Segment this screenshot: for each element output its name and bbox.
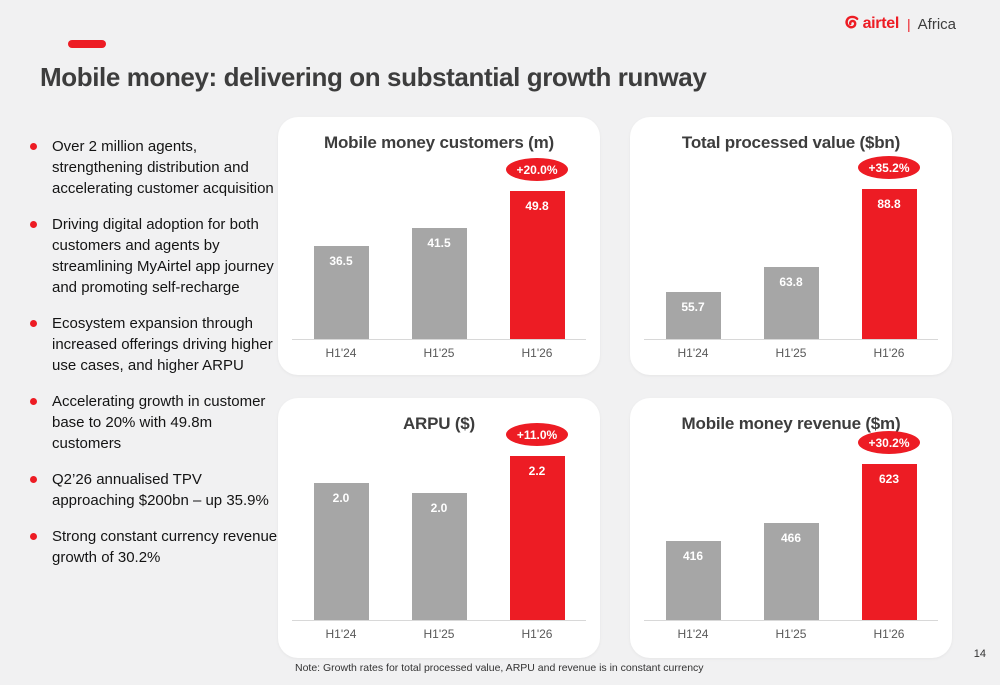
bullet-dot-icon (30, 143, 37, 150)
bar-slot: 2.2 +11.0% (488, 423, 586, 620)
chart-plot: 2.0 2.0 2.2 +11.0% (292, 398, 586, 621)
bullet-text: Q2’26 annualised TPV approaching $200bn … (52, 471, 269, 509)
bar-value-label: 49.8 (525, 199, 549, 213)
bar-value-label: 2.0 (332, 491, 350, 505)
logo-region-text: Africa (917, 15, 956, 33)
x-axis-tick-label: H1'25 (775, 627, 807, 641)
bullet-text: Ecosystem expansion through increased of… (52, 315, 273, 374)
bullet-item: Accelerating growth in customer base to … (28, 391, 280, 454)
growth-badge: +30.2% (858, 431, 920, 454)
x-axis-tick-label: H1'26 (873, 627, 905, 641)
page-title: Mobile money: delivering on substantial … (40, 62, 707, 92)
bar-H1'26: 49.8 (509, 191, 565, 339)
chart-title: Mobile money customers (m) (323, 133, 554, 152)
bullet-item: Ecosystem expansion through increased of… (28, 313, 280, 376)
chart-card-mobile-money-customers: Mobile money customers (m) 36.5 41.5 49.8 +… (278, 117, 600, 375)
airtel-africa-logo: airtel | Africa (844, 15, 956, 33)
page-number: 14 (973, 648, 986, 660)
x-axis-tick-label: H1'26 (873, 346, 905, 360)
bullet-dot-icon (30, 533, 37, 540)
bar-value-label: 88.8 (877, 197, 901, 211)
bullet-dot-icon (30, 476, 37, 483)
bar-H1'25: 466 (763, 523, 819, 620)
chart-card-total-processed-value: Total processed value ($bn) 55.7 63.8 88.8… (630, 117, 952, 375)
bar-value-label: 2.0 (430, 501, 448, 515)
bar-slot: 2.0 (292, 483, 390, 620)
bar-H1'26: 88.8 (861, 189, 917, 339)
chart-title: ARPU ($) (402, 414, 476, 433)
bullet-dot-icon (30, 221, 37, 228)
bar-H1'24: 2.0 (313, 483, 369, 620)
bar-value-label: 63.8 (779, 275, 803, 289)
growth-badge: +35.2% (858, 156, 920, 179)
x-axis-tick-label: H1'24 (677, 346, 709, 360)
bar-H1'25: 2.0 (411, 493, 467, 620)
bar-slot: 55.7 (644, 292, 742, 339)
x-axis-labels: H1'24 H1'25 H1'26 (292, 627, 586, 641)
chart-card-arpu: ARPU ($) 2.0 2.0 2.2 +11.0% H1'24 H1'25 H1'26 (278, 398, 600, 658)
bullet-text: Over 2 million agents, strengthening dis… (52, 138, 274, 197)
bullet-list: Over 2 million agents, strengthening dis… (28, 136, 280, 583)
x-axis-tick-label: H1'24 (677, 627, 709, 641)
bar-H1'24: 55.7 (665, 292, 721, 339)
bullet-dot-icon (30, 320, 37, 327)
chart-title: Mobile money revenue ($m) (681, 414, 901, 433)
x-axis-tick-label: H1'25 (423, 346, 455, 360)
bar-H1'26: 623 (861, 464, 917, 620)
x-axis-tick-label: H1'26 (521, 627, 553, 641)
bar-slot: 63.8 (742, 267, 840, 339)
x-axis-labels: H1'24 H1'25 H1'26 (644, 627, 938, 641)
bar-slot: 2.0 (390, 493, 488, 620)
x-axis-tick-label: H1'24 (325, 627, 357, 641)
bar-value-label: 466 (780, 531, 802, 545)
bar-value-label: 623 (878, 472, 900, 486)
bar-value-label: 2.2 (528, 464, 546, 478)
bullet-item: Strong constant currency revenue growth … (28, 526, 280, 568)
bar-slot: 416 (644, 541, 742, 620)
bullet-item: Q2’26 annualised TPV approaching $200bn … (28, 469, 280, 511)
bar-value-label: 41.5 (427, 236, 451, 250)
growth-badge: +11.0% (506, 423, 568, 446)
x-axis-tick-label: H1'25 (775, 346, 807, 360)
x-axis-tick-label: H1'25 (423, 627, 455, 641)
bar-slot: 36.5 (292, 246, 390, 339)
bar-H1'26: 2.2 (509, 456, 565, 620)
x-axis-tick-label: H1'26 (521, 346, 553, 360)
bar-value-label: 55.7 (681, 300, 705, 314)
bar-H1'25: 63.8 (763, 267, 819, 339)
chart-plot: 416 466 623 +30.2% (644, 398, 938, 621)
x-axis-labels: H1'24 H1'25 H1'26 (292, 346, 586, 360)
bar-value-label: 416 (682, 549, 704, 563)
bullet-text: Accelerating growth in customer base to … (52, 393, 266, 452)
bar-slot: 49.8 +20.0% (488, 158, 586, 339)
bullet-text: Driving digital adoption for both custom… (52, 216, 274, 296)
growth-badge: +20.0% (506, 158, 568, 181)
bullet-item: Over 2 million agents, strengthening dis… (28, 136, 280, 199)
bar-value-label: 36.5 (329, 254, 353, 268)
bar-H1'25: 41.5 (411, 228, 467, 339)
bullet-item: Driving digital adoption for both custom… (28, 214, 280, 298)
chart-title: Total processed value ($bn) (681, 133, 901, 152)
bar-H1'24: 36.5 (313, 246, 369, 339)
bar-slot: 41.5 (390, 228, 488, 339)
logo-separator: | (907, 16, 911, 32)
bar-slot: 88.8 +35.2% (840, 156, 938, 339)
title-accent-dash (68, 40, 106, 48)
bullet-dot-icon (30, 398, 37, 405)
bar-slot: 466 (742, 523, 840, 620)
chart-plot: 55.7 63.8 88.8 +35.2% (644, 117, 938, 340)
chart-plot: 36.5 41.5 49.8 +20.0% (292, 117, 586, 340)
bullet-text: Strong constant currency revenue growth … (52, 528, 278, 566)
bar-H1'24: 416 (665, 541, 721, 620)
logo-brand-text: airtel (862, 15, 900, 32)
x-axis-labels: H1'24 H1'25 H1'26 (644, 346, 938, 360)
airtel-swoosh-icon (844, 15, 863, 33)
x-axis-tick-label: H1'24 (325, 346, 357, 360)
bar-slot: 623 +30.2% (840, 431, 938, 620)
footnote: Note: Growth rates for total processed v… (295, 662, 704, 674)
chart-card-mobile-money-revenue: Mobile money revenue ($m) 416 466 623 +30.2… (630, 398, 952, 658)
